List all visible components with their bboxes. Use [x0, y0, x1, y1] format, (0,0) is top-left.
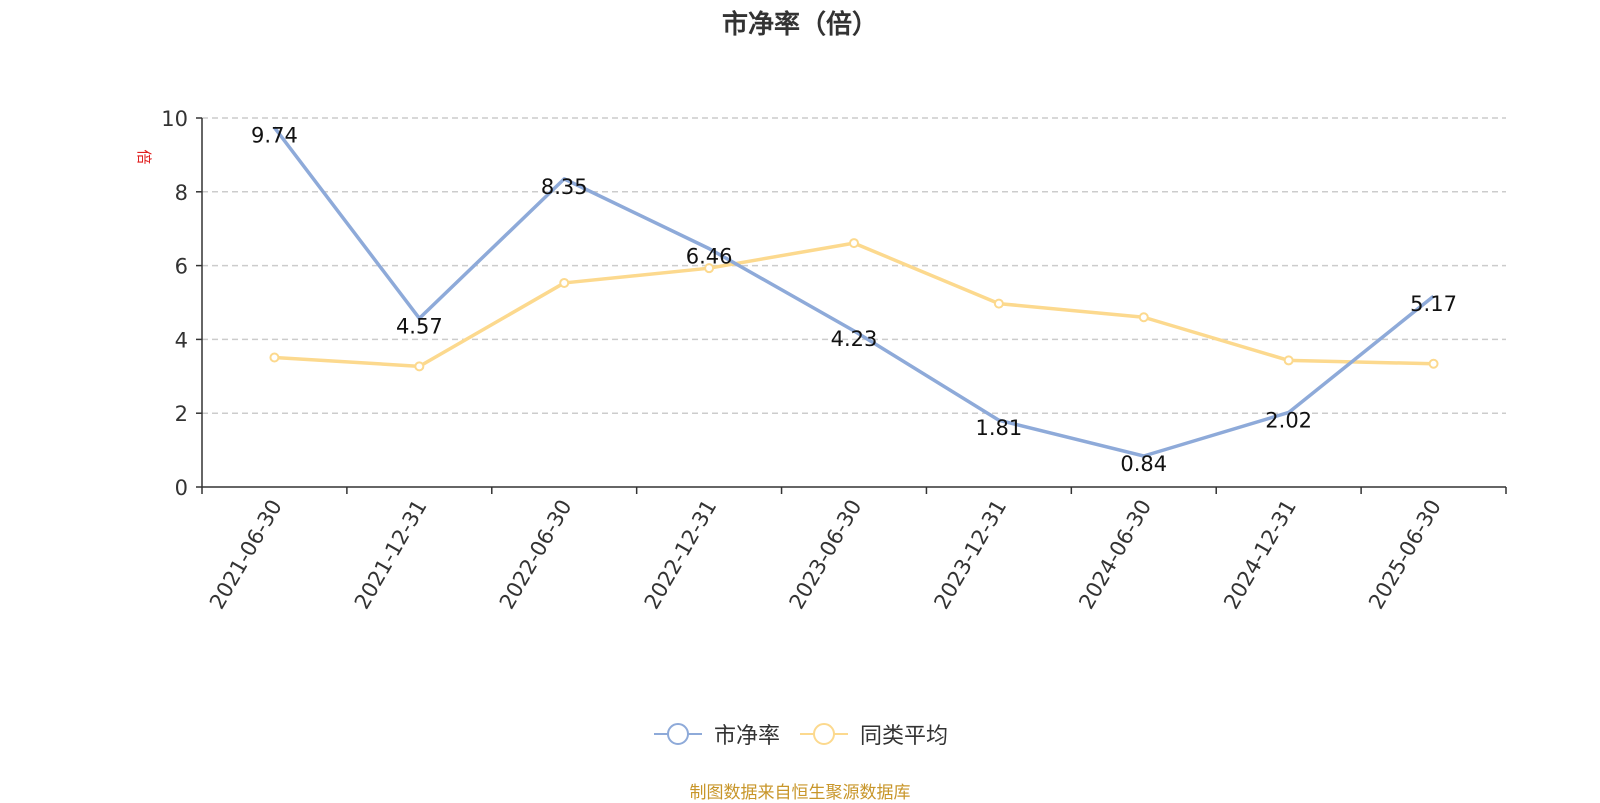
x-tick-label: 2022-06-30: [495, 496, 577, 614]
data-point[interactable]: [704, 263, 715, 274]
x-tick-label: 2024-06-30: [1074, 496, 1156, 614]
y-tick-label: 4: [175, 328, 188, 352]
series-2: [269, 238, 1439, 372]
y-tick-label: 6: [175, 255, 188, 279]
data-label: 9.74: [251, 124, 298, 148]
series-1: [273, 126, 1435, 458]
x-tick-label: 2024-12-31: [1219, 496, 1301, 614]
data-label: 4.57: [396, 314, 443, 338]
legend: 市净率 同类平均: [0, 718, 1600, 750]
y-tick-label: 0: [175, 476, 188, 500]
x-tick-label: 2025-06-30: [1364, 496, 1446, 614]
x-tick-label: 2023-12-31: [929, 496, 1011, 614]
y-tick-label: 8: [175, 181, 188, 205]
data-label: 8.35: [541, 175, 588, 199]
data-point[interactable]: [414, 361, 425, 372]
data-point[interactable]: [1428, 358, 1439, 369]
y-tick-label: 2: [175, 402, 188, 426]
legend-line-circle-icon: [653, 723, 702, 745]
chart-title: 市净率（倍）: [721, 10, 878, 40]
legend-line-circle-icon: [800, 723, 848, 745]
legend-item-series-1[interactable]: 市净率: [652, 718, 780, 750]
data-label: 6.46: [686, 245, 733, 269]
series: [269, 126, 1439, 458]
data-point[interactable]: [1283, 355, 1294, 366]
legend-item-series-2[interactable]: 同类平均: [798, 718, 948, 750]
x-tick-label: 2022-12-31: [640, 496, 722, 614]
data-point[interactable]: [993, 298, 1004, 309]
grid-lines: [202, 117, 1506, 414]
data-point[interactable]: [269, 352, 280, 363]
data-point[interactable]: [1138, 312, 1149, 323]
data-point[interactable]: [559, 277, 570, 288]
y-tick-label: 10: [161, 107, 188, 131]
y-axis-label: 倍: [135, 149, 153, 164]
x-tick-label: 2021-12-31: [350, 496, 432, 614]
data-label: 2.02: [1265, 408, 1312, 432]
data-label: 1.81: [976, 416, 1023, 440]
data-label: 5.17: [1410, 292, 1457, 316]
legend-label: 同类平均: [860, 724, 949, 749]
x-tick-label: 2023-06-30: [785, 496, 867, 614]
legend-label: 市净率: [713, 724, 780, 749]
x-tick-label: 2021-06-30: [205, 496, 287, 614]
data-labels: 9.74 4.57 8.35 6.46 4.23 1.81 0.84 2.02 5.17: [251, 124, 1457, 476]
data-point[interactable]: [849, 238, 859, 249]
data-label: 0.84: [1120, 452, 1167, 476]
source-note: 制图数据来自恒生聚源数据库: [689, 783, 911, 803]
series-line: [273, 126, 1435, 458]
data-label: 4.23: [831, 327, 878, 351]
